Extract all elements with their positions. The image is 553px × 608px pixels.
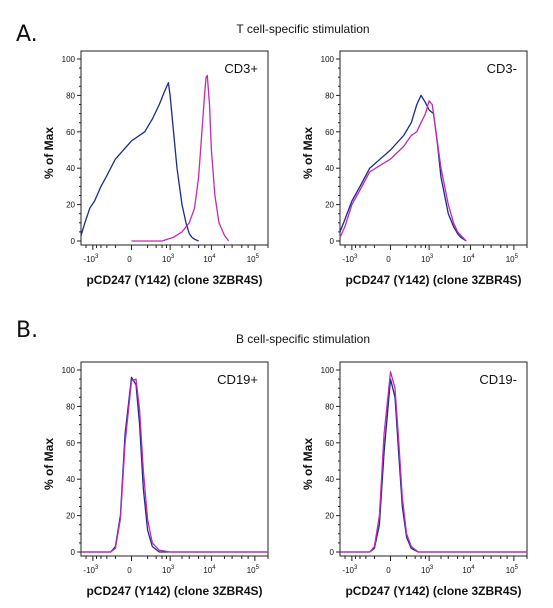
y-tick-label: 80 bbox=[325, 402, 334, 411]
y-tick-label: 40 bbox=[325, 164, 334, 173]
population-label: CD19+ bbox=[217, 372, 258, 387]
histogram-panel-2: 0 20 40 60 80 100 -103 0 103 104 105 CD3- pCD247 (Y1… bbox=[301, 50, 528, 287]
x-axis-title: pCD247 (Y142) (clone 3ZBR4S) bbox=[345, 273, 521, 287]
x-tick-exponent: 4 bbox=[212, 565, 216, 571]
x-tick-label: -103 bbox=[83, 254, 99, 264]
x-tick-exponent: 3 bbox=[171, 254, 175, 260]
x-tick-exponent: 3 bbox=[430, 254, 434, 260]
section-a-title: T cell-specific stimulation bbox=[236, 22, 369, 36]
x-tick-label: 104 bbox=[203, 254, 216, 264]
x-tick-label: 103 bbox=[162, 254, 175, 264]
histogram-series-1 bbox=[80, 82, 199, 242]
x-axis-title: pCD247 (Y142) (clone 3ZBR4S) bbox=[86, 584, 262, 598]
histogram-panel-1: 0 20 40 60 80 100 -103 0 103 104 105 CD3+ pCD247 (Y1… bbox=[42, 50, 269, 287]
y-tick-label: 40 bbox=[66, 164, 75, 173]
x-tick-label: 105 bbox=[506, 565, 519, 575]
histogram-series-2 bbox=[81, 378, 268, 553]
y-tick-label: 100 bbox=[321, 366, 335, 375]
x-tick-label: 105 bbox=[506, 254, 519, 264]
population-label: CD3- bbox=[487, 61, 517, 76]
y-tick-label: 20 bbox=[325, 512, 334, 521]
x-tick-label: 0 bbox=[127, 566, 132, 575]
x-tick-exponent: 3 bbox=[95, 565, 99, 571]
histogram-series-1 bbox=[339, 94, 467, 242]
x-tick-label: -103 bbox=[342, 565, 358, 575]
x-tick-label: 104 bbox=[462, 254, 475, 264]
x-tick-label: 103 bbox=[421, 254, 434, 264]
y-tick-label: 0 bbox=[71, 548, 76, 557]
population-label: CD3+ bbox=[224, 61, 258, 76]
x-tick-label: 0 bbox=[386, 255, 391, 264]
plot-frame bbox=[339, 50, 528, 246]
y-tick-label: 0 bbox=[330, 548, 335, 557]
y-axis-title: % of Max bbox=[42, 438, 56, 490]
x-tick-exponent: 5 bbox=[515, 565, 519, 571]
y-tick-label: 40 bbox=[325, 475, 334, 484]
x-tick-label: 104 bbox=[462, 565, 475, 575]
x-tick-exponent: 5 bbox=[515, 254, 519, 260]
y-tick-label: 100 bbox=[62, 366, 76, 375]
x-tick-exponent: 5 bbox=[256, 254, 260, 260]
plot-frame bbox=[80, 50, 269, 246]
y-tick-label: 20 bbox=[325, 201, 334, 210]
y-tick-label: 80 bbox=[66, 91, 75, 100]
x-tick-exponent: 5 bbox=[256, 565, 260, 571]
y-tick-label: 100 bbox=[62, 55, 76, 64]
y-tick-label: 60 bbox=[66, 439, 75, 448]
x-tick-exponent: 3 bbox=[95, 254, 99, 260]
y-axis-title: % of Max bbox=[42, 127, 56, 179]
x-tick-label: 104 bbox=[203, 565, 216, 575]
y-tick-label: 0 bbox=[330, 237, 335, 246]
histogram-series-2 bbox=[131, 74, 230, 242]
x-tick-exponent: 3 bbox=[171, 565, 175, 571]
histogram-series-1 bbox=[81, 376, 268, 553]
plot-frame bbox=[339, 361, 528, 557]
x-axis-title: pCD247 (Y142) (clone 3ZBR4S) bbox=[345, 584, 521, 598]
histogram-series-2 bbox=[339, 100, 467, 242]
x-axis-title: pCD247 (Y142) (clone 3ZBR4S) bbox=[86, 273, 262, 287]
plot-frame bbox=[80, 361, 269, 557]
x-tick-exponent: 3 bbox=[430, 565, 434, 571]
x-tick-label: 0 bbox=[127, 255, 132, 264]
y-tick-label: 0 bbox=[71, 237, 76, 246]
y-tick-label: 80 bbox=[66, 402, 75, 411]
y-tick-label: 60 bbox=[66, 128, 75, 137]
histogram-panel-4: 0 20 40 60 80 100 -103 0 103 104 105 CD19- pCD247 (Y… bbox=[301, 361, 528, 598]
section-b-title: B cell-specific stimulation bbox=[236, 332, 370, 346]
y-tick-label: 100 bbox=[321, 55, 335, 64]
x-tick-exponent: 4 bbox=[212, 254, 216, 260]
x-tick-label: -103 bbox=[342, 254, 358, 264]
histogram-series-2 bbox=[340, 371, 527, 553]
y-tick-label: 20 bbox=[66, 201, 75, 210]
x-tick-exponent: 3 bbox=[354, 254, 358, 260]
x-tick-exponent: 4 bbox=[471, 565, 475, 571]
y-tick-label: 20 bbox=[66, 512, 75, 521]
section-b-letter: B. bbox=[16, 318, 38, 343]
histogram-panel-3: 0 20 40 60 80 100 -103 0 103 104 105 CD19+ pCD247 (Y… bbox=[42, 361, 269, 598]
x-tick-label: 105 bbox=[247, 565, 260, 575]
x-tick-exponent: 4 bbox=[471, 254, 475, 260]
x-tick-label: -103 bbox=[83, 565, 99, 575]
section-a-letter: A. bbox=[16, 22, 38, 47]
y-tick-label: 80 bbox=[325, 91, 334, 100]
histogram-series-1 bbox=[340, 378, 527, 553]
y-tick-label: 40 bbox=[66, 475, 75, 484]
x-tick-label: 103 bbox=[421, 565, 434, 575]
x-tick-label: 0 bbox=[386, 566, 391, 575]
y-tick-label: 60 bbox=[325, 439, 334, 448]
population-label: CD19- bbox=[479, 372, 517, 387]
y-tick-label: 60 bbox=[325, 128, 334, 137]
y-axis-title: % of Max bbox=[301, 438, 315, 490]
y-axis-title: % of Max bbox=[301, 127, 315, 179]
x-tick-label: 105 bbox=[247, 254, 260, 264]
x-tick-label: 103 bbox=[162, 565, 175, 575]
x-tick-exponent: 3 bbox=[354, 565, 358, 571]
